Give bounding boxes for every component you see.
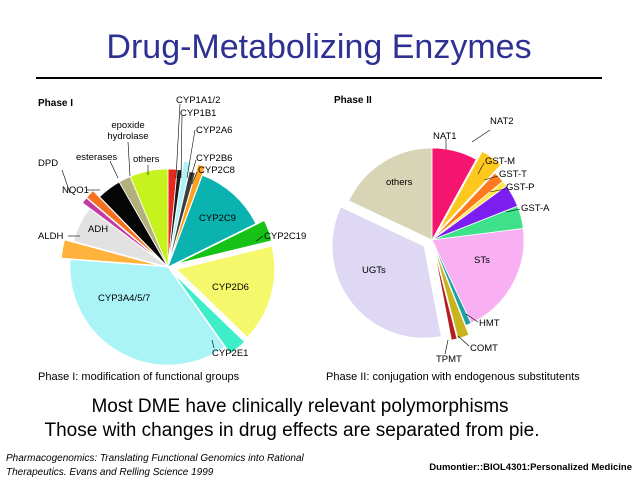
reference: Pharmacogenomics: Translating Functional…: [6, 452, 366, 480]
phase1-slice-cyp2d6: [175, 245, 276, 338]
label-cyp3a457: CYP3A4/5/7: [98, 293, 150, 304]
label-adh: ADH: [88, 224, 108, 235]
phase1-slice-cyp2c9: [167, 174, 257, 268]
phase1-slice-dpd: [81, 197, 162, 262]
phase1-slice-cyp2e1: [173, 273, 246, 355]
label-tpmt: TPMT: [436, 354, 462, 365]
label-gst-p: GST-P: [506, 182, 535, 193]
reference-line-2: Therapeutics. Evans and Relling Science …: [6, 467, 214, 478]
course-footer: Dumontier::BIOL4301:Personalized Medicin…: [429, 462, 632, 473]
slide-title: Drug-Metabolizing Enzymes: [106, 28, 532, 66]
label-cyp1b1: CYP1B1: [180, 108, 216, 119]
label-cyp2a6: CYP2A6: [196, 125, 232, 136]
label-hmt: HMT: [479, 318, 500, 329]
phase1-pie: [60, 160, 276, 366]
statement-line-1: Most DME have clinically relevant polymo…: [91, 396, 509, 417]
label-esterases: esterases: [76, 152, 117, 163]
phase1-slice-nqo1: [86, 190, 162, 262]
label-gst-a: GST-A: [521, 203, 550, 214]
phase2-slice-sts: [431, 228, 525, 324]
label-ugts: UGTs: [362, 265, 386, 276]
phase2-labels: NAT1 NAT2 GST-M GST-T GST-P GST-A STs HM…: [362, 116, 550, 365]
label-cyp2b6: CYP2B6: [196, 153, 232, 164]
label-nat1: NAT1: [433, 131, 457, 142]
label-gst-m: GST-M: [485, 156, 515, 167]
phase2-title: Phase II: [334, 95, 372, 106]
title-underline: [36, 77, 602, 79]
label-dpd: DPD: [38, 158, 58, 169]
label-cyp2c9: CYP2C9: [199, 213, 236, 224]
statement-line-2: Those with changes in drug effects are s…: [44, 420, 540, 441]
phase2-slice-others: [348, 147, 433, 241]
phase1-slice-cyp2c8: [170, 163, 206, 259]
label-others-phase2: others: [386, 177, 413, 188]
label-epoxide-hydrolase: epoxide hydrolase: [107, 120, 148, 142]
phase1-title: Phase I: [38, 98, 73, 109]
phase1-slice-aldh: [60, 239, 160, 266]
phase1-slice-others: [129, 168, 169, 268]
phase2-slice-nat2: [437, 150, 502, 233]
label-gst-t: GST-T: [499, 169, 527, 180]
label-comt: COMT: [470, 343, 498, 354]
label-nat2: NAT2: [490, 116, 514, 127]
phase1-slice-cyp2c19: [176, 219, 273, 265]
label-aldh: ALDH: [38, 231, 63, 242]
label-sts: STs: [474, 255, 490, 266]
phase2-slice-hmt: [431, 239, 472, 327]
phase2-slice-tpmt: [433, 249, 458, 341]
label-cyp2c19: CYP2C19: [264, 231, 306, 242]
label-cyp2c8: CYP2C8: [198, 165, 235, 176]
reference-line-1: Pharmacogenomics: Translating Functional…: [6, 453, 304, 464]
label-cyp2e1: CYP2E1: [212, 348, 248, 359]
phase2-caption: Phase II: conjugation with endogenous su…: [322, 370, 584, 384]
phase1-slice-cyp3a4-5-7: [69, 259, 226, 366]
label-others-phase1: others: [133, 154, 160, 165]
phase1-labels: CYP1A1/2 CYP1B1 CYP2A6 CYP2B6 CYP2C8 CYP…: [38, 95, 306, 359]
phase2-pie: [331, 147, 525, 341]
label-cyp1a12: CYP1A1/2: [176, 95, 220, 106]
phase2-slice-ugts: [331, 206, 442, 339]
label-cyp2d6: CYP2D6: [212, 282, 249, 293]
phase1-slice-cyp2a6: [169, 160, 192, 259]
phase2-slice-comt: [434, 249, 470, 340]
phase1-caption: Phase I: modification of functional grou…: [34, 370, 244, 384]
label-nqo1: NQO1: [62, 185, 89, 196]
